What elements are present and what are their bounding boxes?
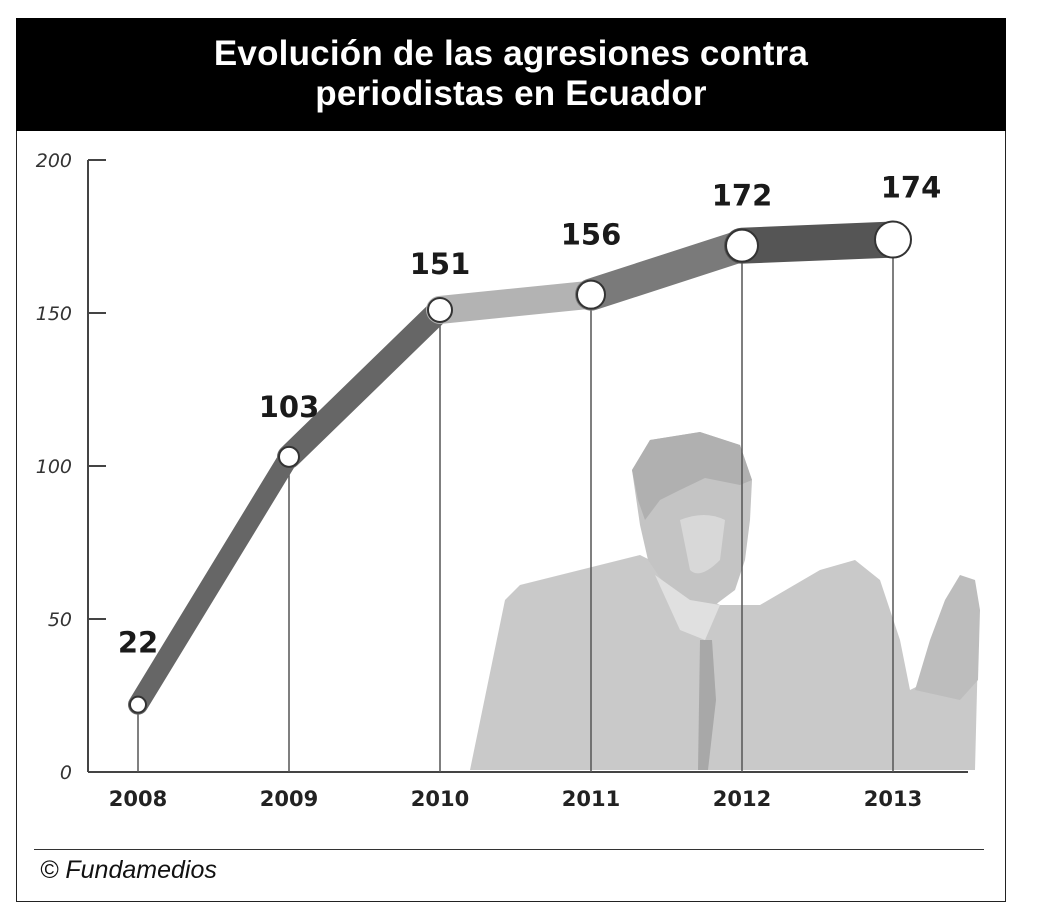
x-tick-label: 2010	[411, 787, 469, 811]
tick-labels: 0 50 100 150 200 2008 2009 2010 2011 2012 2013	[36, 150, 922, 811]
x-tick-label: 2012	[713, 787, 771, 811]
series-segment	[426, 280, 605, 324]
data-point	[725, 228, 759, 263]
data-label: 22	[118, 626, 158, 660]
series-segment	[128, 446, 299, 715]
background-photo	[470, 432, 980, 770]
x-tick-label: 2011	[562, 787, 620, 811]
x-tick-label: 2008	[109, 787, 167, 811]
chart-title-line-1: Evolución de las agresiones contra	[213, 34, 809, 73]
y-tick-label: 0	[60, 762, 72, 784]
chart-title-line-2: periodistas en Ecuador	[315, 74, 707, 113]
data-markers	[129, 220, 912, 714]
drop-lines	[137, 239, 894, 772]
series-segment	[575, 229, 758, 311]
title-bar: Evolución de las agresiones contra perio…	[16, 18, 1006, 131]
photo-microphone	[698, 640, 716, 770]
photo-collar	[655, 575, 720, 640]
data-point	[874, 220, 912, 259]
y-tick-label: 200	[36, 150, 72, 172]
photo-hair	[632, 432, 752, 520]
photo-face-shadow	[680, 515, 725, 574]
data-label: 103	[259, 390, 320, 424]
series-segment	[277, 297, 452, 469]
data-point	[427, 296, 453, 323]
photo-body	[470, 555, 978, 770]
photo-hand	[915, 575, 980, 700]
data-point	[129, 695, 147, 714]
data-point	[576, 279, 606, 310]
data-label: 151	[410, 247, 471, 281]
footer-divider	[34, 849, 984, 850]
data-label: 174	[881, 171, 942, 205]
y-tick-label: 100	[36, 456, 72, 478]
axes	[87, 159, 968, 773]
y-tick-label: 150	[36, 303, 72, 325]
series-line	[128, 221, 911, 715]
data-point	[278, 445, 300, 468]
source-credit: © Fundamedios	[40, 856, 217, 884]
x-tick-label: 2013	[864, 787, 922, 811]
series-segment	[724, 221, 911, 264]
x-tick-label: 2009	[260, 787, 318, 811]
data-labels: 22 103 151 156 172 174	[118, 171, 941, 660]
y-tick-label: 50	[48, 609, 72, 631]
data-label: 172	[712, 179, 773, 213]
data-label: 156	[561, 218, 622, 252]
